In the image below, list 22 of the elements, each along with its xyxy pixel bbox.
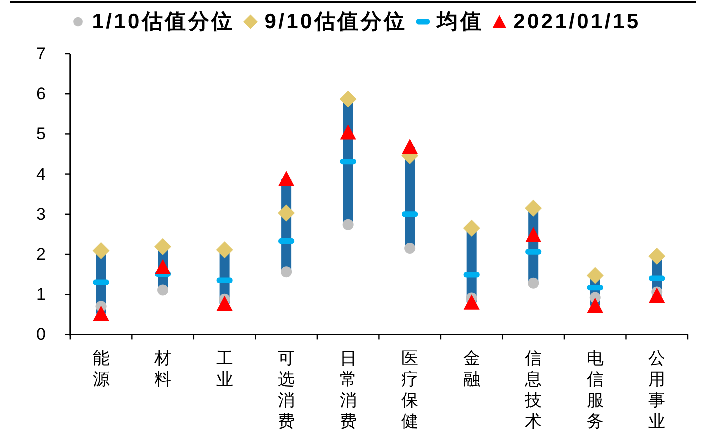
legend-label: 均值 <box>437 10 484 34</box>
x-tick-label: 能源 <box>92 349 110 389</box>
y-tick-label: 2 <box>36 245 46 264</box>
y-tick-label: 5 <box>36 124 46 144</box>
y-tick-label: 7 <box>36 44 46 64</box>
x-tick-label: 信息技术 <box>525 349 542 431</box>
y-tick-label: 1 <box>36 285 46 304</box>
y-tick-label: 3 <box>36 204 46 224</box>
y-tick-label: 0 <box>36 325 46 344</box>
x-tick-label: 电信服务 <box>586 349 604 431</box>
x-tick-label: 金融 <box>463 349 480 389</box>
y-tick-label: 6 <box>36 84 46 104</box>
x-tick-label: 可选消费 <box>278 349 296 431</box>
x-tick-label: 材料 <box>154 349 172 389</box>
x-tick-label: 医疗保健 <box>402 349 419 431</box>
legend-label: 1/10估值分位 <box>92 10 235 34</box>
x-tick-label: 工业 <box>216 349 234 389</box>
x-tick-label: 日常消费 <box>340 349 357 431</box>
legend-label: 9/10估值分位 <box>264 10 408 34</box>
y-tick-label: 4 <box>36 164 46 184</box>
legend-label: 2021/01/15 <box>514 10 641 34</box>
x-tick-label: 公用事业 <box>648 349 666 431</box>
